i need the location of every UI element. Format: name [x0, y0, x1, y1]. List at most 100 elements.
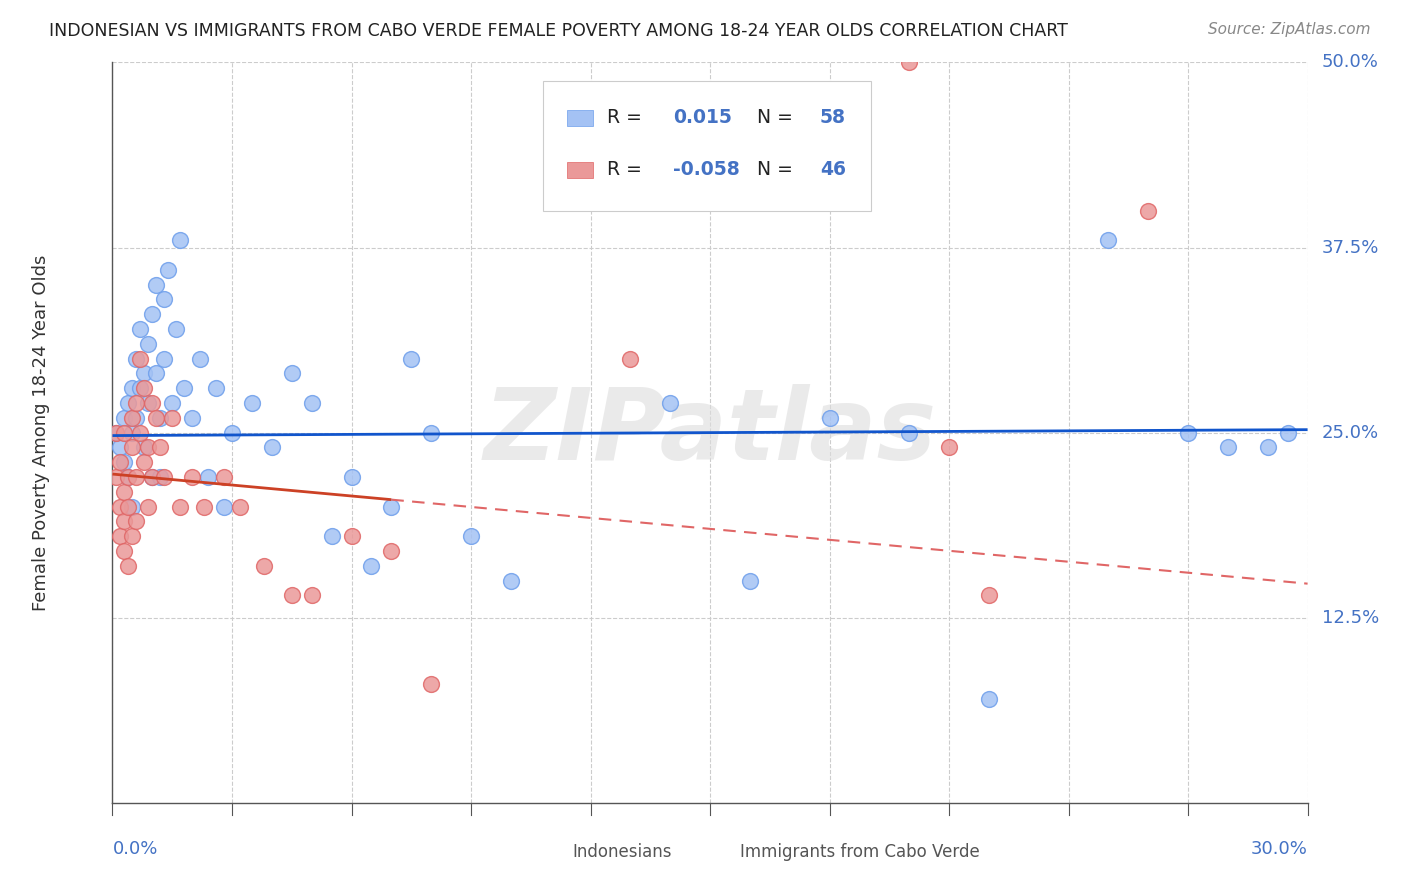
Text: 25.0%: 25.0% [1322, 424, 1379, 442]
Point [619, 351, 641, 366]
Point [281, 589, 304, 603]
FancyBboxPatch shape [543, 81, 872, 211]
Point [141, 307, 163, 321]
Point [134, 455, 156, 469]
Point [197, 470, 219, 484]
Point [1216, 441, 1239, 455]
Point [129, 425, 152, 440]
Point [1177, 425, 1199, 440]
Point [420, 677, 443, 691]
Point [114, 455, 135, 469]
Point [105, 425, 128, 440]
Point [129, 351, 152, 366]
Point [1137, 203, 1160, 218]
Point [114, 410, 135, 425]
Point [340, 529, 363, 543]
Point [138, 441, 160, 455]
Point [162, 396, 183, 410]
Point [134, 367, 156, 381]
Point [240, 396, 263, 410]
Point [125, 410, 148, 425]
Point [212, 500, 235, 514]
Point [253, 558, 276, 573]
Text: 0.0%: 0.0% [112, 840, 157, 858]
Point [221, 425, 243, 440]
Point [114, 544, 135, 558]
Point [134, 441, 156, 455]
Text: Indonesians: Indonesians [572, 844, 672, 862]
Point [145, 367, 167, 381]
Point [157, 262, 180, 277]
Point [301, 396, 323, 410]
Point [162, 410, 183, 425]
Point [321, 529, 343, 543]
Text: R =: R = [607, 161, 648, 179]
Point [153, 470, 176, 484]
Point [114, 484, 135, 499]
Point [169, 233, 191, 247]
Point [110, 529, 132, 543]
Point [110, 500, 132, 514]
Point [977, 589, 1000, 603]
Point [818, 410, 841, 425]
Point [114, 515, 135, 529]
Point [460, 529, 482, 543]
Point [153, 351, 176, 366]
Text: 12.5%: 12.5% [1322, 608, 1379, 627]
Point [141, 470, 163, 484]
Point [260, 441, 283, 455]
Point [181, 470, 204, 484]
Point [380, 500, 402, 514]
Text: N =: N = [756, 161, 799, 179]
Point [149, 441, 172, 455]
Text: 50.0%: 50.0% [1322, 54, 1379, 71]
Point [138, 336, 160, 351]
Point [125, 396, 148, 410]
Text: 30.0%: 30.0% [1251, 840, 1308, 858]
Point [1097, 233, 1119, 247]
Point [738, 574, 761, 588]
Text: 37.5%: 37.5% [1322, 238, 1379, 257]
Point [169, 500, 191, 514]
Point [1277, 425, 1299, 440]
Point [117, 470, 139, 484]
Point [401, 351, 423, 366]
Point [977, 692, 1000, 706]
Text: 58: 58 [820, 109, 846, 128]
Point [165, 322, 187, 336]
Point [420, 425, 443, 440]
Point [125, 351, 148, 366]
FancyBboxPatch shape [567, 110, 593, 126]
Text: 46: 46 [820, 161, 846, 179]
Point [145, 277, 167, 292]
FancyBboxPatch shape [710, 848, 731, 862]
Point [121, 410, 143, 425]
Point [110, 441, 132, 455]
Point [121, 381, 143, 395]
Point [281, 367, 304, 381]
Point [121, 500, 143, 514]
Point [229, 500, 252, 514]
Point [938, 441, 960, 455]
Point [117, 500, 139, 514]
Point [145, 410, 167, 425]
Text: ZIPatlas: ZIPatlas [484, 384, 936, 481]
Point [205, 381, 228, 395]
Text: Source: ZipAtlas.com: Source: ZipAtlas.com [1208, 22, 1371, 37]
Point [117, 558, 139, 573]
Point [121, 425, 143, 440]
Point [1257, 441, 1279, 455]
Point [125, 515, 148, 529]
Point [193, 500, 215, 514]
Text: -0.058: -0.058 [673, 161, 740, 179]
FancyBboxPatch shape [567, 161, 593, 178]
Point [105, 470, 128, 484]
Text: 0.015: 0.015 [673, 109, 733, 128]
Text: Immigrants from Cabo Verde: Immigrants from Cabo Verde [740, 844, 980, 862]
Point [153, 293, 176, 307]
Point [149, 470, 172, 484]
Point [125, 470, 148, 484]
Point [499, 574, 522, 588]
Point [141, 396, 163, 410]
Point [121, 529, 143, 543]
